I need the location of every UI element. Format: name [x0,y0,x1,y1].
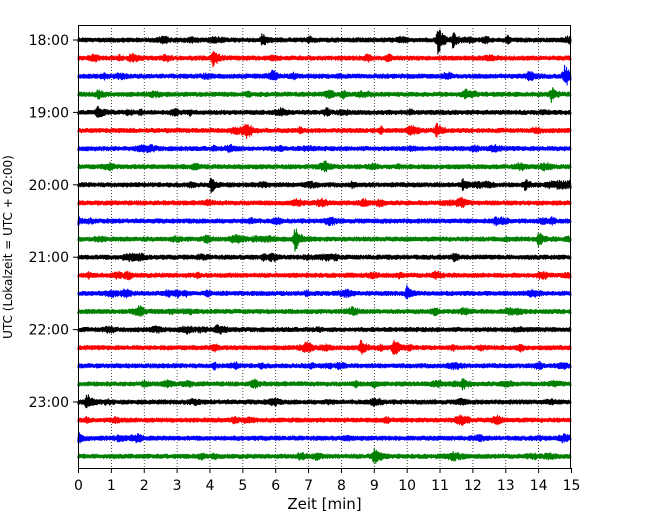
x-tick-label: 15 [563,478,581,494]
x-tick-label: 7 [304,478,313,494]
y-tick-label: 22:00 [29,323,69,339]
x-axis-label: Zeit [min] [287,495,361,513]
trace-line [77,447,572,464]
y-tick-label: 18:00 [29,33,69,49]
x-tick-label: 9 [370,478,379,494]
x-tick-label: 0 [74,478,83,494]
trace-line [77,324,572,335]
y-tick-label: 21:00 [29,250,69,266]
trace-line [77,432,572,444]
y-axis-label: UTC (Lokalzeit = UTC + 02:00) [1,155,15,339]
x-tick-label: 10 [398,478,416,494]
trace-line [77,216,572,227]
x-tick-label: 8 [337,478,346,494]
trace-line [77,105,572,118]
trace-line [77,228,572,252]
trace-line [77,394,572,409]
trace-line [77,270,572,281]
trace-line [77,414,572,426]
trace-line [77,143,572,154]
plot-frame [78,25,571,469]
trace-line [77,29,572,55]
x-tick-label: 14 [530,478,548,494]
trace-line [77,284,572,300]
x-tick-label: 3 [173,478,182,494]
trace-line [77,360,572,371]
trace-line [77,64,572,86]
trace-line [77,378,572,391]
x-axis-ticks: 0 1 2 3 4 5 6 7 8 9 10 11 12 13 14 15 [74,468,580,494]
x-tick-label: 6 [271,478,280,494]
trace-line [77,252,572,263]
x-tick-label: 1 [107,478,116,494]
vertical-grid [111,25,539,468]
x-tick-label: 12 [464,478,482,494]
y-axis-ticks: 18:00 19:00 20:00 21:00 22:00 23:00 [29,33,78,411]
x-tick-label: 4 [206,478,215,494]
trace-line [77,177,572,194]
seismogram-traces [77,29,572,464]
x-tick-label: 2 [140,478,149,494]
y-tick-label: 20:00 [29,178,69,194]
y-tick-label: 23:00 [29,395,69,411]
trace-line [77,50,572,68]
x-tick-label: 11 [431,478,449,494]
trace-line [77,123,572,139]
x-tick-label: 5 [238,478,247,494]
trace-line [77,196,572,209]
y-tick-label: 19:00 [29,105,69,121]
trace-line [77,87,572,104]
trace-line [77,339,572,355]
trace-line [77,160,572,173]
x-tick-label: 13 [497,478,515,494]
trace-line [77,305,572,317]
